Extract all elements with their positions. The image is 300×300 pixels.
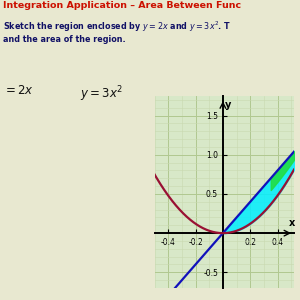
- Text: $y = 3x^2$: $y = 3x^2$: [80, 84, 123, 104]
- Text: Integration Application – Area Between Func: Integration Application – Area Between F…: [3, 2, 241, 10]
- Text: x: x: [289, 218, 295, 228]
- Text: Sketch the region enclosed by $y = 2x$ and $y = 3x^2$. T: Sketch the region enclosed by $y = 2x$ a…: [3, 20, 231, 34]
- Text: and the area of the region.: and the area of the region.: [3, 34, 126, 43]
- Text: y: y: [225, 100, 232, 110]
- Text: $= 2x$: $= 2x$: [3, 84, 34, 97]
